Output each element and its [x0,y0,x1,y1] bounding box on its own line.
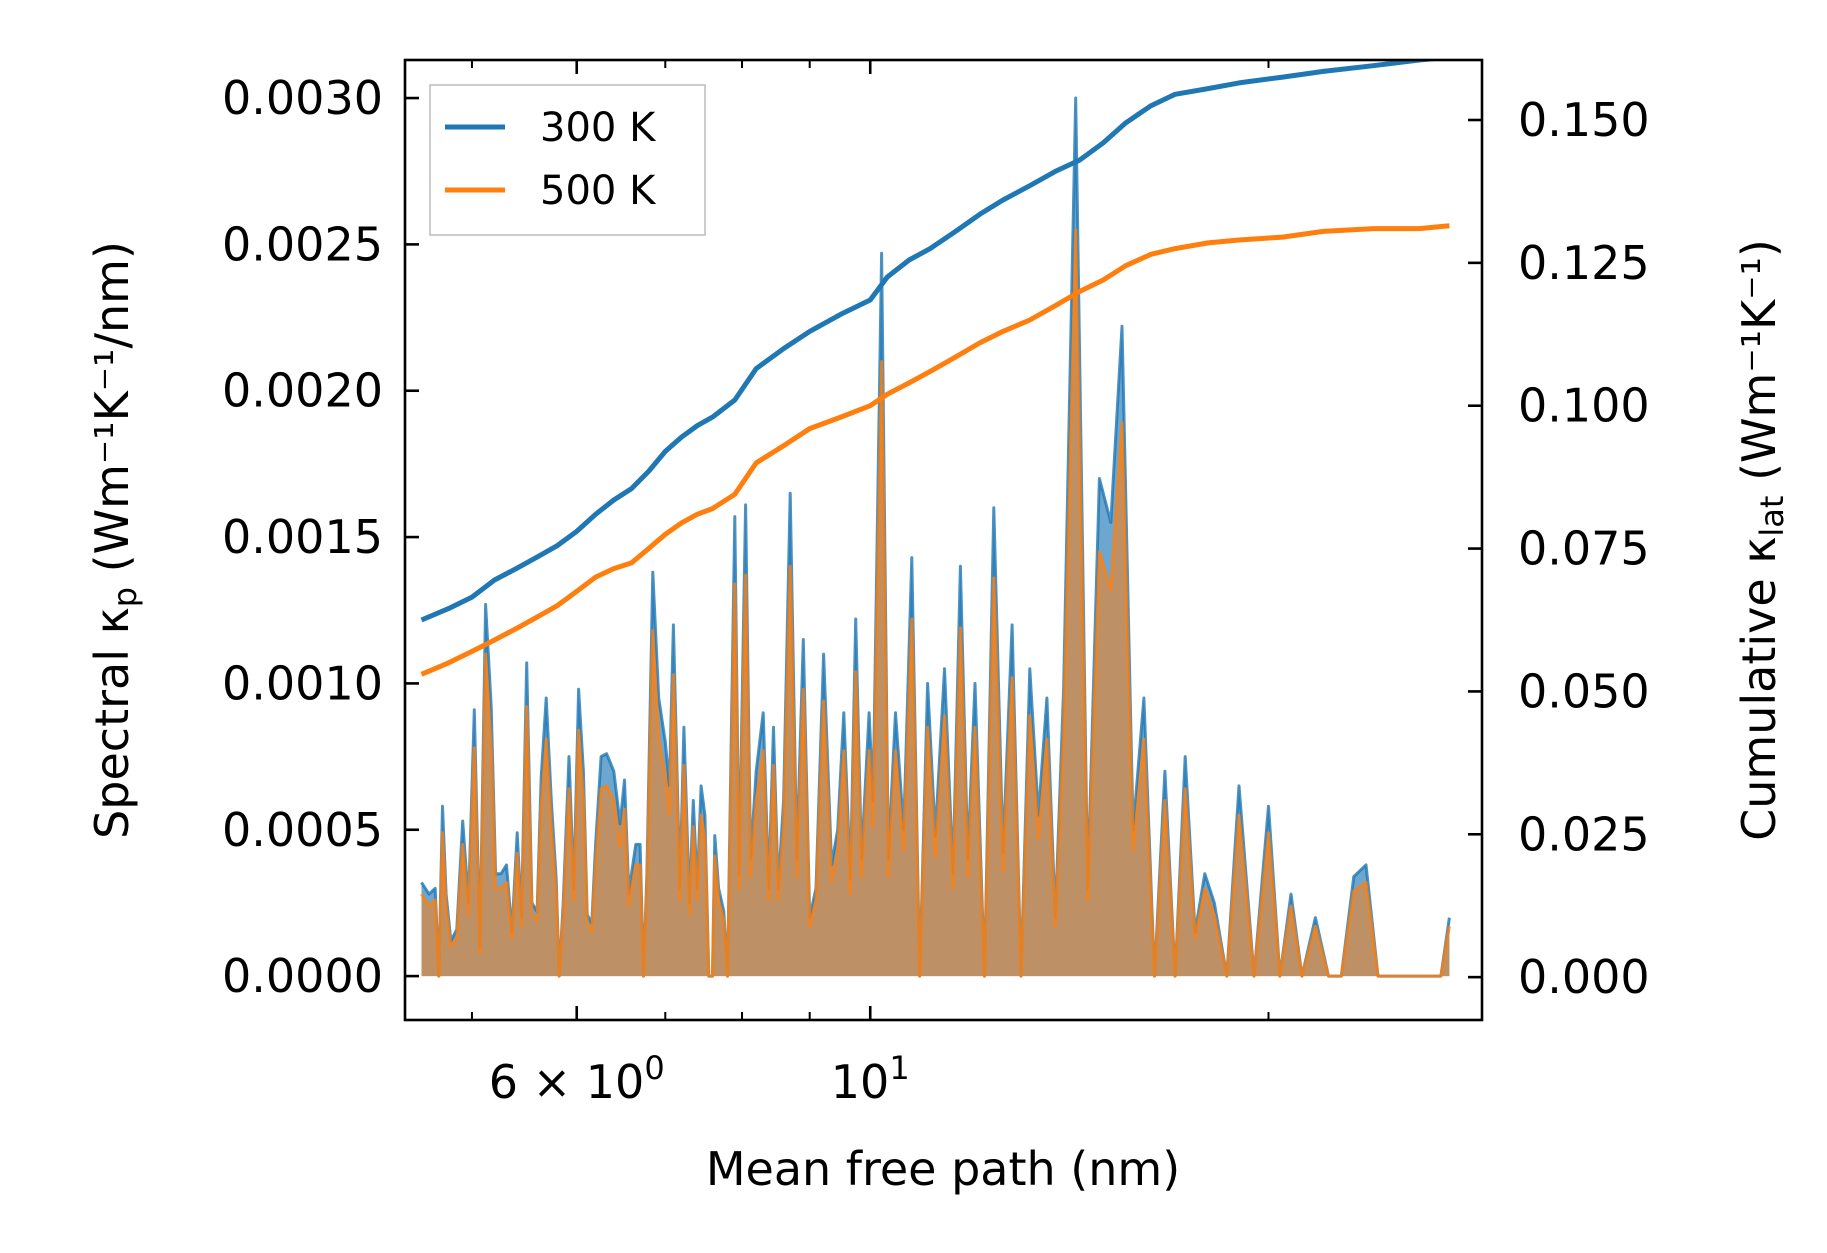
x-tick-label: 101 [831,1049,910,1109]
plot-frame [403,58,1484,1022]
legend-label-300k: 300 K [540,105,657,151]
x-tick-label: 6 × 100 [489,1049,665,1109]
y2-tick-label: 0.150 [1518,93,1650,147]
y2-tick-label: 0.125 [1518,236,1650,290]
y-tick-label: 0.0010 [222,656,383,710]
y-tick-label: 0.0000 [222,949,383,1003]
cumulative-line-300k [420,60,1446,623]
y2-axis-label: Cumulative κlat (Wm⁻¹K⁻¹) [1732,239,1791,841]
spectral-line-500k [420,228,1451,978]
y-tick-label: 0.0025 [222,217,383,271]
y-tick-label: 0.0030 [222,71,383,125]
y-tick-label: 0.0015 [222,510,383,564]
y-tick-label: 0.0020 [222,364,383,418]
legend: 300 K 500 K [429,84,706,236]
legend-label-500k: 500 K [540,168,657,214]
y2-tick-label: 0.100 [1518,379,1650,433]
legend-box [429,84,706,236]
y-axis-label: Spectral κp (Wm⁻¹K⁻¹/nm) [85,241,144,839]
y2-tick-label: 0.075 [1518,522,1650,576]
y2-tick-label: 0.025 [1518,807,1650,861]
spectral-area-500k [421,229,1450,977]
y2-tick-label: 0.050 [1518,664,1650,718]
cumulative-line-500k [420,223,1450,677]
x-axis-label: Mean free path (nm) [706,1142,1180,1196]
y-tick-label: 0.0005 [222,803,383,857]
y2-tick-label: 0.000 [1518,950,1650,1004]
